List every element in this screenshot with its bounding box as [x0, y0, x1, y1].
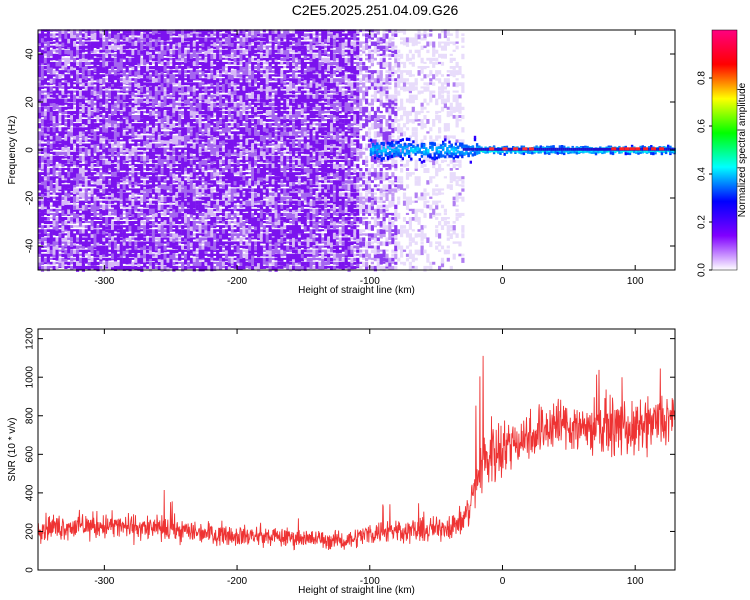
x-tick-label: 100	[627, 276, 644, 287]
colorbar-tick-label: 0.0	[697, 263, 708, 277]
y-tick-label: 800	[25, 407, 36, 424]
y-tick-label: -40	[25, 238, 36, 253]
x-tick-label: -200	[227, 276, 247, 287]
colorbar-tick-label: 0.4	[697, 167, 708, 181]
y-tick-label: 1000	[25, 366, 36, 389]
y-axis-label: SNR (10 * v/v)	[7, 418, 18, 482]
colorbar: 0.0 0.2 0.4 0.6 0.8 Normalized spectral ampli…	[697, 29, 748, 277]
y-tick-label: 400	[25, 484, 36, 501]
x-tick-label: 0	[500, 276, 506, 287]
x-tick-label: -300	[94, 576, 114, 587]
x-tick-label: -300	[94, 276, 114, 287]
y-tick-label: 1200	[25, 327, 36, 350]
colorbar-gradient	[711, 29, 738, 271]
y-tick-label: -20	[25, 190, 36, 205]
y-tick-label: 600	[25, 446, 36, 463]
snr-background	[38, 329, 675, 570]
colorbar-tick-label: 0.2	[697, 215, 708, 229]
colorbar-tick-label: 0.6	[697, 119, 708, 133]
colorbar-label: Normalized spectral amplitude	[737, 82, 748, 217]
x-tick-label: -100	[360, 276, 380, 287]
y-axis-label: Frequency (Hz)	[7, 116, 18, 185]
x-tick-label: 0	[500, 576, 506, 587]
x-tick-label: 100	[627, 576, 644, 587]
x-axis-label: Height of straight line (km)	[298, 285, 415, 296]
spectrogram-cells	[38, 29, 676, 272]
snr-series-line	[37, 355, 676, 551]
colorbar-tick-label: 0.8	[697, 71, 708, 85]
snr-panel: -300 -200 -100 0 100020040060080010001200Hei…	[7, 327, 676, 596]
y-tick-label: 40	[25, 48, 36, 60]
y-tick-label: 20	[25, 96, 36, 108]
y-tick-label: 0	[25, 147, 36, 153]
x-axis-label: Height of straight line (km)	[298, 585, 415, 596]
y-tick-label: 0	[25, 567, 36, 573]
x-tick-label: -200	[227, 576, 247, 587]
y-tick-label: 200	[25, 523, 36, 540]
x-tick-label: -100	[360, 576, 380, 587]
chart-title: C2E5.2025.251.04.09.G26	[291, 2, 459, 18]
snr-frame	[37, 328, 676, 571]
